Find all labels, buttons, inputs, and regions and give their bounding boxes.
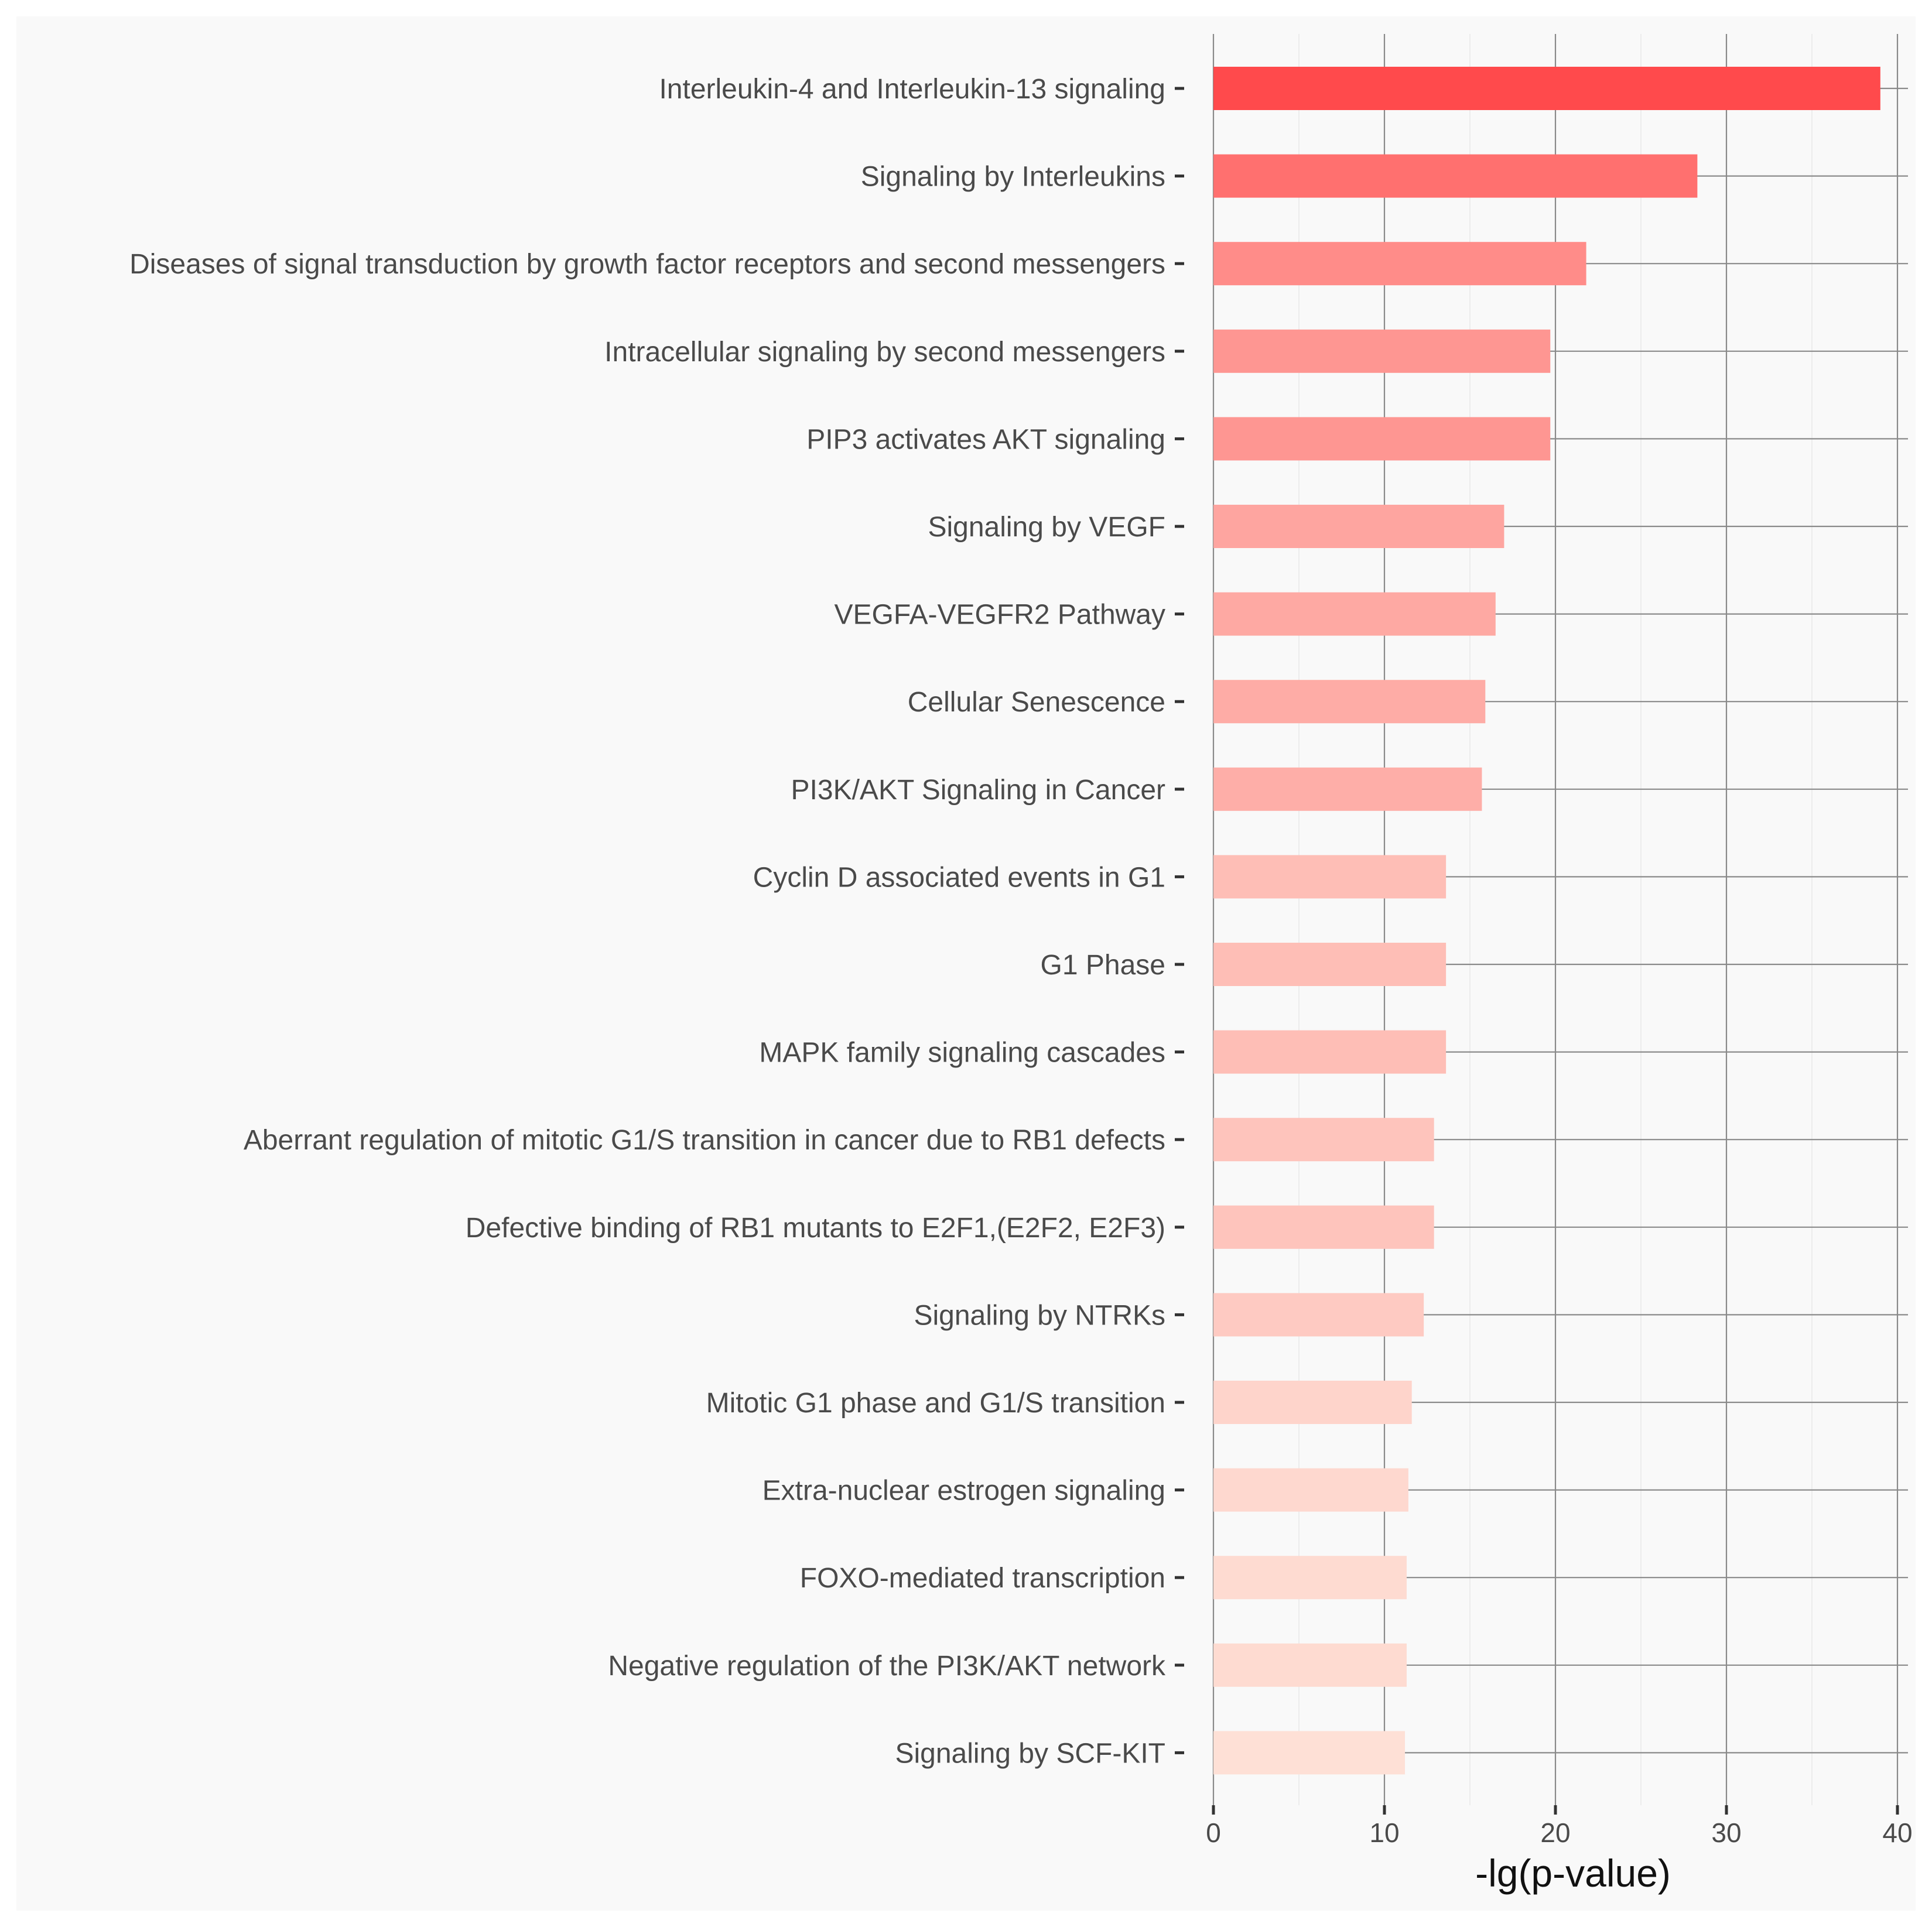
bar-3 — [1213, 329, 1551, 373]
category-label: Aberrant regulation of mitotic G1/S tran… — [244, 1125, 1165, 1156]
category-label: Signaling by VEGF — [928, 512, 1165, 543]
bar-2 — [1213, 242, 1586, 286]
category-label: MAPK family signaling cascades — [759, 1038, 1165, 1069]
category-label: Extra-nuclear estrogen signaling — [762, 1476, 1165, 1507]
bar-9 — [1213, 855, 1447, 899]
x-axis: 0 10 20 30 40 — [1206, 1805, 1913, 1848]
bar-5 — [1213, 505, 1504, 548]
category-label: Cellular Senescence — [908, 687, 1165, 718]
bars — [1213, 67, 1880, 1775]
category-label: PI3K/AKT Signaling in Cancer — [791, 775, 1165, 806]
category-label: Interleukin-4 and Interleukin-13 signali… — [659, 74, 1165, 105]
bar-17 — [1213, 1556, 1407, 1600]
y-axis: Interleukin-4 and Interleukin-13 signali… — [129, 74, 1184, 1769]
x-tick-label: 20 — [1540, 1818, 1570, 1848]
bar-7 — [1213, 680, 1486, 724]
bar-19 — [1213, 1731, 1406, 1775]
category-label: VEGFA-VEGFR2 Pathway — [834, 600, 1165, 631]
bar-8 — [1213, 767, 1482, 811]
x-tick-label: 10 — [1369, 1818, 1399, 1848]
bar-11 — [1213, 1030, 1447, 1074]
bar-4 — [1213, 417, 1551, 461]
panel-background — [16, 16, 1916, 1911]
category-label: Signaling by NTRKs — [914, 1300, 1165, 1331]
category-label: Defective binding of RB1 mutants to E2F1… — [466, 1213, 1165, 1244]
bar-0 — [1213, 67, 1880, 110]
x-tick-label: 0 — [1206, 1818, 1221, 1848]
bar-13 — [1213, 1205, 1434, 1249]
x-tick-label: 40 — [1882, 1818, 1912, 1848]
category-label: Signaling by SCF-KIT — [895, 1738, 1165, 1769]
category-label: Intracellular signaling by second messen… — [604, 337, 1165, 368]
bar-14 — [1213, 1293, 1424, 1337]
bar-10 — [1213, 943, 1447, 986]
bar-1 — [1213, 154, 1698, 198]
category-label: Diseases of signal transduction by growt… — [129, 249, 1165, 280]
category-label: PIP3 activates AKT signaling — [806, 424, 1165, 455]
bar-15 — [1213, 1381, 1412, 1424]
category-label: Cyclin D associated events in G1 — [753, 862, 1165, 893]
category-label: FOXO-mediated transcription — [800, 1563, 1165, 1594]
bar-6 — [1213, 592, 1496, 636]
category-label: Negative regulation of the PI3K/AKT netw… — [608, 1651, 1166, 1682]
x-tick-label: 30 — [1711, 1818, 1741, 1848]
x-axis-title: -lg(p-value) — [1475, 1851, 1671, 1895]
bar-18 — [1213, 1643, 1407, 1687]
category-label: Signaling by Interleukins — [861, 162, 1165, 193]
bar-12 — [1213, 1118, 1434, 1162]
bar-16 — [1213, 1468, 1408, 1512]
category-label: Mitotic G1 phase and G1/S transition — [706, 1388, 1165, 1419]
category-label: G1 Phase — [1041, 950, 1165, 981]
